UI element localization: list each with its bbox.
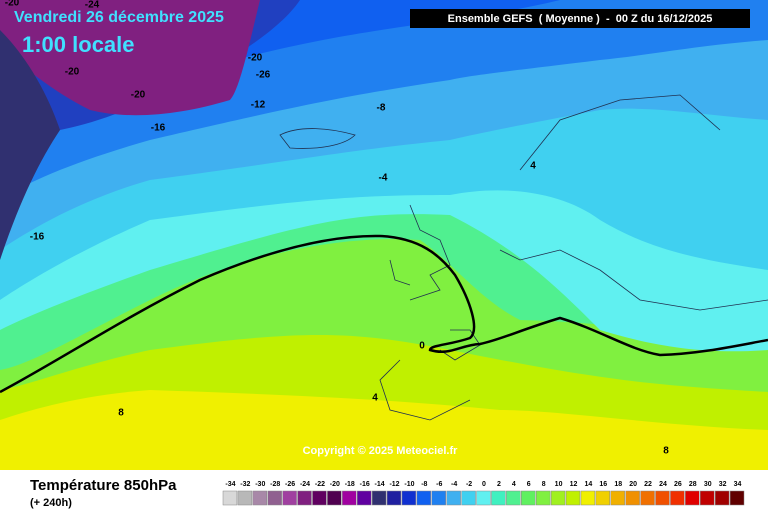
scale-label: -26 — [285, 481, 295, 488]
lead-time: (+ 240h) — [30, 497, 72, 509]
contour-label: -20 — [248, 53, 263, 64]
scale-swatch — [610, 490, 625, 506]
scale-swatch — [222, 490, 238, 506]
scale-swatch — [491, 490, 506, 506]
scale-label: -20 — [330, 481, 340, 488]
coastlines — [279, 94, 768, 421]
scale-label: 10 — [555, 481, 563, 488]
scale-label: 2 — [497, 481, 501, 488]
scale-swatch — [580, 490, 596, 506]
contour-label: -16 — [30, 232, 45, 243]
color-scale: -34 -32 -30 -28 -26 -24 -22 -20 -18 -16 -14 -12 -10-… — [222, 481, 745, 506]
scale-label: 24 — [659, 481, 667, 488]
scale-label: 6 — [527, 481, 531, 488]
scale-label: -18 — [345, 481, 355, 488]
scale-swatch — [312, 490, 327, 506]
forecast-date: Vendredi 26 décembre 2025 — [14, 9, 224, 26]
contour-label: 4 — [530, 161, 536, 172]
contour-label: 0 — [419, 341, 425, 352]
scale-swatch — [431, 490, 446, 506]
contour-label: -16 — [151, 123, 166, 134]
scale-label: -22 — [315, 481, 325, 488]
scale-swatch — [371, 490, 387, 506]
scale-swatch — [356, 490, 372, 506]
contour-label: -20 — [5, 0, 20, 9]
scale-swatch — [386, 490, 402, 506]
contour-label: -4 — [379, 173, 388, 184]
scale-label: 8 — [542, 481, 546, 488]
scale-swatch — [446, 490, 461, 506]
scale-label: 22 — [644, 481, 652, 488]
scale-swatch — [252, 490, 267, 506]
scale-label: 28 — [689, 481, 697, 488]
scale-swatch — [401, 490, 417, 506]
copyright: Copyright © 2025 Meteociel.fr — [303, 445, 459, 457]
scale-label: 16 — [599, 481, 607, 488]
scale-swatch — [700, 490, 715, 506]
scale-swatch — [565, 490, 581, 506]
scale-label: -32 — [240, 481, 250, 488]
scale-label: 20 — [629, 481, 637, 488]
scale-label: 30 — [704, 481, 712, 488]
scale-swatch — [685, 490, 700, 506]
contour-label: 8 — [663, 446, 669, 457]
contour-label: -24 — [85, 0, 100, 11]
run-box — [410, 9, 750, 28]
scale-label: -8 — [421, 481, 427, 488]
contour-label: -20 — [131, 90, 146, 101]
scale-label: 14 — [585, 481, 593, 488]
contour-label: 4 — [372, 393, 378, 404]
scale-swatch — [297, 490, 312, 506]
scale-label: -6 — [436, 481, 442, 488]
scale-label: -12 — [389, 481, 399, 488]
scale-swatch — [655, 490, 670, 506]
scale-label: -24 — [300, 481, 310, 488]
scale-label: -10 — [404, 481, 414, 488]
scale-swatch — [237, 490, 253, 506]
scale-label: -34 — [225, 481, 235, 488]
scale-label: 32 — [719, 481, 727, 488]
scale-swatch — [416, 490, 432, 506]
scale-swatch — [714, 490, 730, 506]
scale-label: 4 — [512, 481, 516, 488]
scale-swatch — [342, 490, 357, 506]
scale-label: -30 — [255, 481, 265, 488]
temperature-field — [0, 0, 768, 470]
scale-label: -14 — [375, 481, 385, 488]
scale-swatch — [640, 490, 655, 506]
scale-swatch — [550, 490, 566, 506]
contour-label: -8 — [377, 103, 386, 114]
scale-swatch — [327, 490, 342, 506]
scale-label: 18 — [614, 481, 622, 488]
scale-swatch — [535, 490, 551, 506]
scale-label: -28 — [270, 481, 280, 488]
scale-label: 12 — [570, 481, 578, 488]
scale-swatch — [506, 490, 521, 506]
scale-swatch — [595, 490, 611, 506]
run-info: Ensemble GEFS ( Moyenne ) - 00 Z du 16/1… — [448, 13, 713, 25]
scale-swatch — [670, 490, 685, 506]
scale-label: 26 — [674, 481, 682, 488]
scale-swatch — [461, 490, 476, 506]
scale-swatch — [521, 490, 536, 506]
contour-label: -12 — [251, 100, 266, 111]
contour-label: -26 — [256, 70, 271, 81]
scale-label: 0 — [482, 481, 486, 488]
scale-label: -16 — [360, 481, 370, 488]
scale-swatch — [625, 490, 640, 506]
contour-label: -20 — [65, 67, 80, 78]
contour-labels: -20 -24 -20 -20 -20 -26 -12 -16 -8 -4 4 -16 0 4 8 8 — [5, 0, 669, 457]
scale-swatch — [267, 490, 282, 506]
variable-title: Température 850hPa — [30, 477, 177, 494]
scale-label: -2 — [466, 481, 472, 488]
scale-swatch — [282, 490, 297, 506]
contour-label: 8 — [118, 408, 124, 419]
scale-swatch — [729, 490, 745, 506]
scale-label: -4 — [451, 481, 457, 488]
scale-swatch — [476, 490, 491, 506]
local-time: 1:00 locale — [22, 32, 135, 57]
scale-label: 34 — [734, 481, 742, 488]
zero-isotherm — [0, 234, 768, 394]
